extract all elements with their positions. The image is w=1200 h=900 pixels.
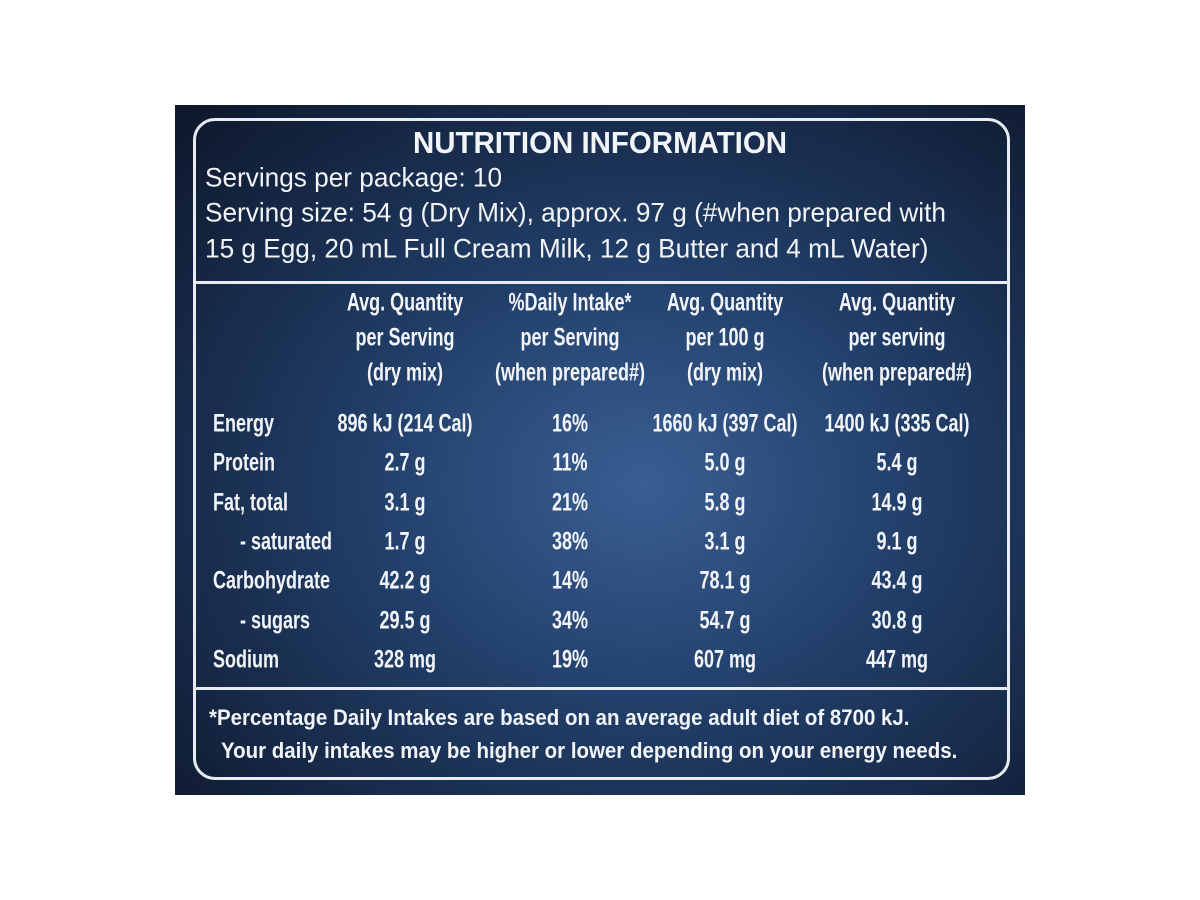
column-header: per 100 g bbox=[685, 323, 765, 352]
row-label: - saturated bbox=[240, 527, 333, 556]
cell: 43.4 g bbox=[871, 566, 923, 595]
cell: 607 mg bbox=[693, 645, 757, 674]
cell: 1.7 g bbox=[384, 527, 426, 556]
row-label: Energy bbox=[213, 409, 275, 438]
cell: 30.8 g bbox=[871, 606, 923, 634]
column-header: Avg. Quantity bbox=[346, 288, 464, 317]
cell: 78.1 g bbox=[699, 566, 751, 595]
column-header: (when prepared#) bbox=[821, 358, 973, 387]
cell: 3.1 g bbox=[704, 527, 746, 556]
cell: 16% bbox=[551, 409, 589, 438]
cell: 34% bbox=[551, 606, 589, 634]
divider bbox=[193, 281, 1010, 284]
column-header: per Serving bbox=[520, 323, 620, 352]
row-label: Fat, total bbox=[213, 488, 289, 517]
title: NUTRITION INFORMATION bbox=[412, 125, 788, 160]
column-header: (dry mix) bbox=[686, 358, 764, 387]
column-header: Avg. Quantity bbox=[666, 288, 784, 317]
column-header: per Serving bbox=[355, 323, 455, 352]
column-header: (when prepared#) bbox=[494, 358, 646, 387]
row-label: Carbohydrate bbox=[213, 566, 331, 595]
cell: 5.0 g bbox=[704, 448, 746, 477]
cell: 9.1 g bbox=[876, 527, 918, 556]
label-frame bbox=[193, 118, 1010, 780]
row-label: Sodium bbox=[213, 645, 280, 674]
cell: 5.8 g bbox=[704, 488, 746, 517]
cell: 1400 kJ (335 Cal) bbox=[824, 409, 970, 438]
footnote: *Percentage Daily Intakes are based on a… bbox=[209, 705, 910, 730]
cell: 11% bbox=[552, 448, 588, 477]
cell: 2.7 g bbox=[384, 448, 426, 477]
cell: 328 mg bbox=[373, 645, 437, 674]
column-header: %Daily Intake* bbox=[508, 288, 632, 317]
cell: 14% bbox=[551, 566, 589, 595]
column-header: Avg. Quantity bbox=[838, 288, 956, 317]
divider bbox=[193, 687, 1010, 690]
label-panel: NUTRITION INFORMATION Servings per packag… bbox=[175, 105, 1025, 795]
row-label: - sugars bbox=[240, 606, 311, 634]
cell: 21% bbox=[551, 488, 589, 517]
cell: 42.2 g bbox=[379, 566, 431, 595]
serving-size: Serving size: 54 g (Dry Mix), approx. 97… bbox=[205, 197, 946, 228]
cell: 19% bbox=[551, 645, 589, 674]
column-header: per serving bbox=[848, 323, 946, 352]
cell: 14.9 g bbox=[871, 488, 923, 517]
servings: Servings per package: 10 bbox=[205, 162, 503, 193]
cell: 38% bbox=[551, 527, 589, 556]
cell: 1660 kJ (397 Cal) bbox=[652, 409, 798, 438]
footnote: Your daily intakes may be higher or lowe… bbox=[221, 738, 958, 763]
column-header: (dry mix) bbox=[366, 358, 444, 387]
cell: 54.7 g bbox=[699, 606, 751, 634]
row-label: Protein bbox=[213, 448, 276, 477]
cell: 29.5 g bbox=[379, 606, 431, 634]
cell: 447 mg bbox=[865, 645, 929, 674]
cell: 5.4 g bbox=[876, 448, 918, 477]
cell: 3.1 g bbox=[384, 488, 426, 517]
cell: 896 kJ (214 Cal) bbox=[337, 409, 473, 438]
serving-size: 15 g Egg, 20 mL Full Cream Milk, 12 g Bu… bbox=[205, 233, 929, 264]
